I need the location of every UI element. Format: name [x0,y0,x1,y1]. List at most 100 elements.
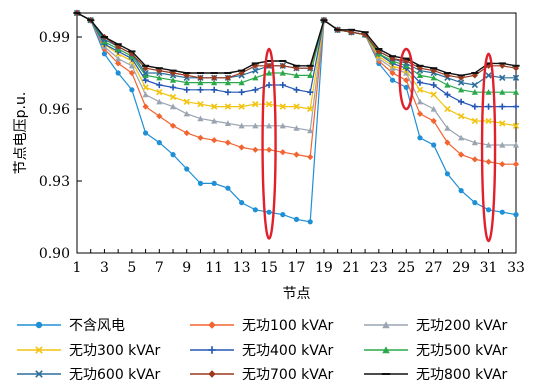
data-point [252,207,258,213]
data-point [183,110,190,117]
data-point [430,81,437,89]
data-point [403,84,409,90]
legend-entry-9: 无功800 kVAr [364,367,508,382]
data-point [307,219,313,225]
data-point [169,103,177,110]
x-tick-label: 23 [370,260,388,276]
data-point [444,171,451,177]
highlight-ellipse-node-25 [398,47,414,111]
data-point [266,209,272,215]
data-point [512,122,520,129]
data-point [115,70,121,76]
data-point [430,74,437,81]
legend-label: 无功200 kVAr [416,318,508,334]
data-point [389,77,396,83]
data-point [403,69,410,76]
data-point [458,134,465,141]
data-point [293,86,300,93]
data-point [430,105,437,112]
data-point [252,74,259,81]
data-point [416,98,424,105]
data-point [444,139,451,146]
legend-label: 无功300 kVAr [69,343,161,359]
data-point [513,212,519,218]
data-point [293,103,300,110]
series-layer [73,9,520,225]
data-point [293,216,300,222]
data-point [211,86,218,93]
x-tick-label: 11 [205,260,223,276]
x-tick-label: 1 [73,260,82,276]
data-point [156,140,162,146]
data-point [239,200,245,206]
data-point [265,101,273,108]
x-tick-label: 29 [452,260,470,276]
data-point [115,60,122,67]
x-tick-label: 33 [507,260,525,276]
data-point [499,103,506,110]
data-point [184,166,190,172]
legend-entry-4: 无功300 kVAr [17,343,161,359]
data-point [431,142,437,148]
data-point [485,158,492,165]
data-point [211,117,218,124]
data-point [279,122,286,129]
data-point [403,62,410,69]
data-point [156,89,163,96]
data-point [197,115,204,122]
data-point [156,98,163,105]
data-point [238,144,245,151]
data-point [444,91,451,98]
legend-entry-1: 不含风电 [17,318,125,334]
data-point [208,321,216,329]
data-point [512,161,520,168]
y-axis-title: 节点电压p.u. [13,92,29,175]
data-point [471,89,478,95]
data-point [252,67,259,74]
x-tick-label: 15 [260,260,278,276]
data-point [416,86,424,93]
data-point [169,69,177,77]
legend-label: 无功100 kVAr [242,318,334,334]
data-point [224,79,232,86]
data-point [293,151,300,158]
data-point [183,79,190,86]
data-point [142,72,149,78]
data-point [458,188,464,194]
data-point [280,212,286,218]
x-tick-label: 31 [480,260,498,276]
data-point [211,180,217,186]
data-point [512,74,520,81]
data-point [471,139,478,146]
data-point [238,122,245,129]
data-point [156,113,163,120]
legend-entry-2: 无功100 kVAr [190,318,334,334]
data-point [265,69,273,76]
highlight-layer [261,47,497,243]
data-point [224,103,232,110]
data-point [472,200,478,206]
data-point [142,130,149,136]
data-point [197,101,204,108]
data-point [156,81,163,89]
data-point [307,89,314,96]
data-point [512,103,520,110]
data-point [512,89,520,95]
data-point [416,72,424,78]
data-point [499,74,506,81]
data-point [279,149,286,156]
data-point [208,346,216,354]
x-tick-label: 3 [100,260,109,276]
data-point [471,81,479,89]
data-point [156,74,163,81]
data-point [211,74,218,81]
series-6 [73,9,520,95]
data-point [471,103,478,110]
data-point [208,370,216,378]
x-axis-ticks: 1 3 5 7 9 11 13 15 17 19 21 23 25 27 29 31 33 [73,249,525,276]
data-point [170,152,176,158]
data-point [197,180,204,186]
data-point [224,120,232,126]
data-point [389,69,396,77]
